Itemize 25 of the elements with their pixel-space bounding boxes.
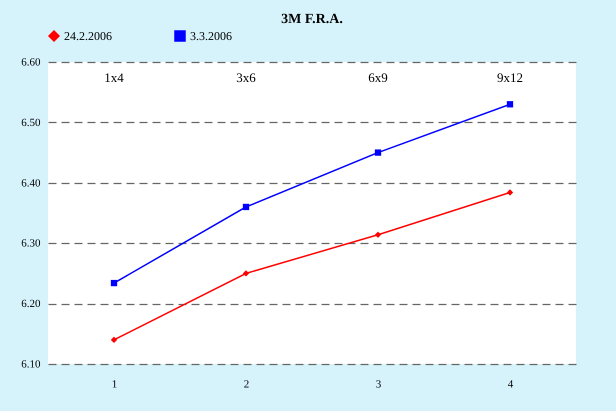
x-tick-label: 4 <box>508 378 514 390</box>
point <box>242 270 250 277</box>
y-tick-label: 6.60 <box>21 56 41 68</box>
annotation: 9x12 <box>497 70 523 85</box>
legend-label: 3.3.2006 <box>190 29 232 43</box>
point <box>374 149 382 156</box>
annotation: 6x9 <box>368 70 388 85</box>
y-tick-label: 6.20 <box>21 298 41 310</box>
y-tick-label: 6.30 <box>21 238 41 250</box>
point <box>242 204 250 210</box>
x-tick-label: 3 <box>376 378 382 390</box>
x-tick-label: 2 <box>244 378 250 390</box>
y-tick-label: 6.10 <box>21 358 41 370</box>
chart-title: 3M F.R.A. <box>281 12 343 27</box>
x-tick-label: 1 <box>112 378 118 390</box>
y-tick-label: 6.40 <box>21 177 41 190</box>
point <box>506 189 514 196</box>
y-tick-label: 6.50 <box>21 116 41 129</box>
point <box>110 336 118 343</box>
point <box>506 101 514 108</box>
point <box>110 280 118 286</box>
annotation: 3x6 <box>236 70 256 85</box>
legend-label: 24.2.2006 <box>64 29 112 43</box>
point <box>374 232 382 238</box>
annotation: 1x4 <box>104 70 124 85</box>
